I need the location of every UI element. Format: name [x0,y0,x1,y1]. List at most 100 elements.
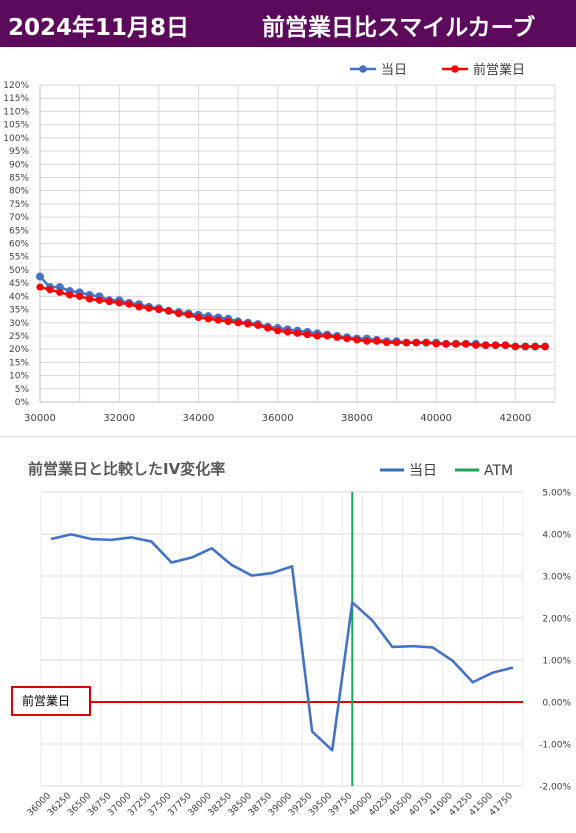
y-tick-label: 105% [3,121,29,131]
y-tick-label: 2.00% [542,615,571,625]
series-line-previous-day [39,285,546,348]
data-point [323,332,331,340]
x-tick-label: 32000 [103,413,135,424]
data-point [531,342,539,351]
data-point [303,331,312,339]
data-point [95,296,104,304]
y-tick-label: 10% [9,372,29,382]
y-tick-label: 1.00% [542,657,571,667]
data-point [105,298,113,306]
y-tick-label: 90% [9,160,29,170]
y-tick-label: 95% [9,147,29,157]
iv-chart-title: 前営業日と比較したIV変化率 [28,460,226,478]
y-tick-label: 30% [9,319,29,329]
data-point [412,338,420,347]
x-tick-label: 41750 [488,791,516,819]
data-point [36,283,44,291]
y-tick-label: 70% [9,213,29,223]
y-tick-label: 80% [9,187,29,197]
data-point [145,304,153,312]
data-point [46,286,54,294]
data-point [36,272,44,281]
y-tick-label: 115% [3,94,29,104]
legend-label: 前営業日 [473,62,525,78]
data-point [383,338,391,347]
header-title: 前営業日比スマイルカーブ [262,15,536,41]
data-point [402,338,411,347]
y-tick-label: 25% [9,332,29,342]
iv-change-svg: -2.00% -1.00% 0.00% 1.00% 2.00% 3.00% 4.00% 5.0… [26,463,572,819]
data-point [422,338,430,347]
data-point [343,335,351,343]
iv-change-chart: 前営業日と比較したIV変化率 -2.00% -1.00% 0.00% 1.00% 2.0… [0,437,576,829]
data-point [491,341,500,349]
smile-curve-svg: 0% 5% 10% 15% 20% 25% 30% 35% 40% 45% 50% 55% 60% 65%… [3,62,556,424]
data-point [264,324,272,332]
x-tick-label: 30000 [24,413,56,424]
data-point [452,340,460,348]
data-point [56,288,64,296]
x-tick-label: 38000 [341,413,373,424]
data-point [115,299,123,307]
previous-day-label: 前営業日 [11,686,91,716]
data-point [442,340,450,348]
data-point [541,342,549,351]
data-point [135,303,143,311]
data-point [472,341,480,349]
legend-label-today: 当日 [409,463,437,479]
header-date: 2024年11月8日 [8,15,190,41]
data-point [125,300,133,308]
y-tick-label: 5.00% [542,489,571,499]
x-tick-label: 42000 [499,413,531,424]
y-tick-label: 120% [3,81,29,91]
y-tick-label: -1.00% [539,741,571,751]
header-banner: 2024年11月8日 前営業日比スマイルカーブ [0,0,576,47]
y-tick-label: 35% [9,306,29,316]
y-tick-label: 100% [3,134,29,144]
y-tick-label: 20% [9,345,29,355]
data-point [76,292,84,300]
data-point [204,315,212,323]
data-point [432,340,440,348]
data-point [165,307,173,315]
data-point [214,316,222,324]
legend-marker [359,65,367,73]
x-tick-label: 40000 [420,413,452,424]
y-tick-label: 65% [9,226,29,236]
data-point [293,329,302,337]
data-point [521,342,529,351]
data-point [462,340,470,348]
data-point [333,333,341,341]
data-point [184,311,193,319]
data-point [373,337,381,345]
smile-curve-chart: 0% 5% 10% 15% 20% 25% 30% 35% 40% 45% 50% 55% 60% 65%… [0,55,576,435]
x-tick-label: 34000 [183,413,215,424]
data-point [274,327,282,335]
data-point [363,337,371,345]
chart-divider [0,436,576,437]
series-line-today [50,533,514,752]
data-point [85,295,94,303]
data-point [283,328,292,336]
data-point [511,342,519,351]
data-point [244,320,252,328]
data-point [55,283,64,292]
legend-marker [451,65,459,73]
y-tick-label: 55% [9,253,29,263]
data-point [224,317,232,326]
y-tick-label: 75% [9,200,29,210]
y-tick-label: 0% [15,398,30,408]
y-tick-label: 40% [9,292,29,302]
y-tick-label: 60% [9,240,29,250]
data-point [175,309,183,318]
y-tick-label: 3.00% [542,573,571,583]
data-point [353,336,361,344]
data-point [501,341,510,349]
data-point [482,341,490,349]
data-point [155,305,163,314]
y-tick-label: 85% [9,173,29,183]
y-tick-label: 0.00% [542,699,571,709]
y-tick-label: 50% [9,266,29,276]
data-point [66,291,74,299]
x-tick-label: 36000 [262,413,294,424]
